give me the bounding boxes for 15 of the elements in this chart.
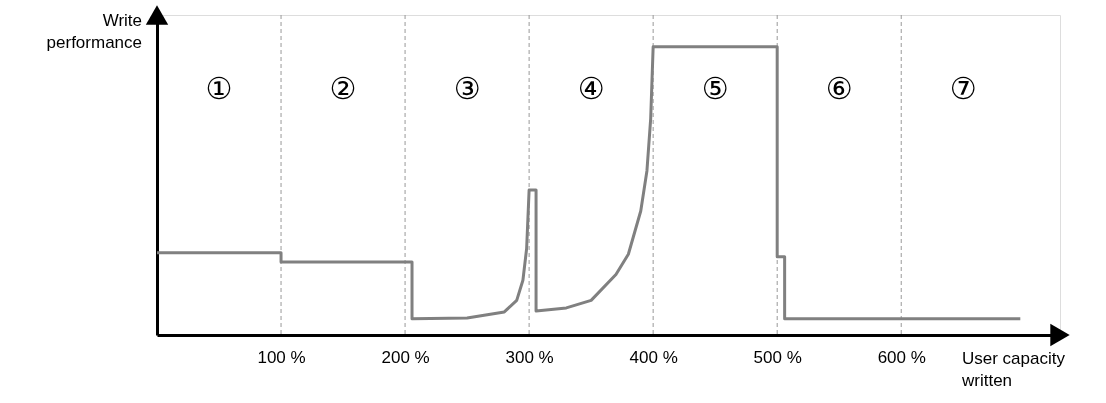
annotation: ⑥ [825,70,853,106]
annotation: ④ [577,70,605,106]
y-axis-title: Write performance [46,11,142,52]
annotation: ⑦ [949,70,977,106]
x-tick-label: 100 % [257,347,306,367]
annotation: ② [329,70,357,106]
x-axis-title: User capacity written [961,349,1066,390]
x-tick-label: 400 % [629,347,678,367]
annotation: ① [205,70,233,106]
annotation: ⑤ [701,70,729,106]
x-tick-label: 500 % [753,347,802,367]
x-tick-label: 200 % [381,347,430,367]
annotation: ③ [453,70,481,106]
x-tick-label: 300 % [505,347,554,367]
x-tick-label: 600 % [877,347,926,367]
